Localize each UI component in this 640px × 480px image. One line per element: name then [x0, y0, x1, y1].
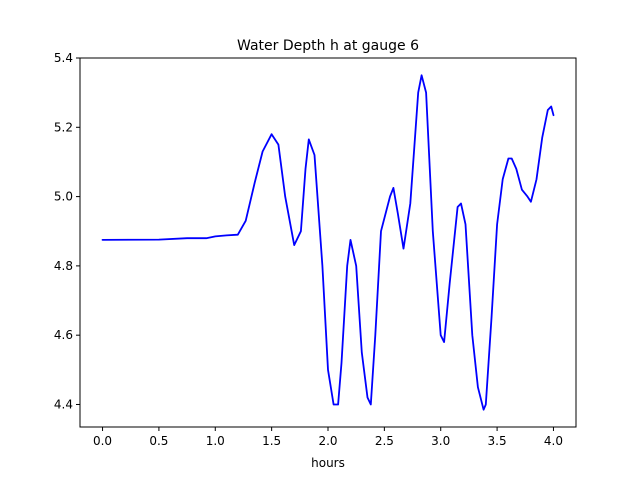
y-tick-label: 4.4: [54, 397, 73, 411]
x-tick-label: 0.5: [149, 434, 168, 448]
x-tick-label: 1.5: [262, 434, 281, 448]
chart-title: Water Depth h at gauge 6: [237, 38, 419, 54]
x-tick-label: 0.0: [93, 434, 112, 448]
x-axis-label: hours: [311, 456, 345, 470]
x-tick-label: 2.5: [375, 434, 394, 448]
plot-area: [101, 74, 555, 411]
x-tick-label: 1.0: [206, 434, 225, 448]
x-tick-label: 3.0: [431, 434, 450, 448]
y-tick-label: 5.4: [54, 51, 73, 65]
y-tick-label: 4.8: [54, 259, 73, 273]
series-line: [101, 74, 555, 411]
x-axis: 0.0 0.5 1.0 1.5 2.0 2.5 3.0 3.5 4.0: [93, 427, 563, 448]
y-axis: 4.4 4.6 4.8 5.0 5.2 5.4: [54, 51, 80, 411]
x-tick-label: 2.0: [318, 434, 337, 448]
x-tick-label: 3.5: [488, 434, 507, 448]
x-tick-label: 4.0: [544, 434, 563, 448]
y-tick-label: 5.2: [54, 120, 73, 134]
y-tick-label: 5.0: [54, 190, 73, 204]
y-tick-label: 4.6: [54, 328, 73, 342]
